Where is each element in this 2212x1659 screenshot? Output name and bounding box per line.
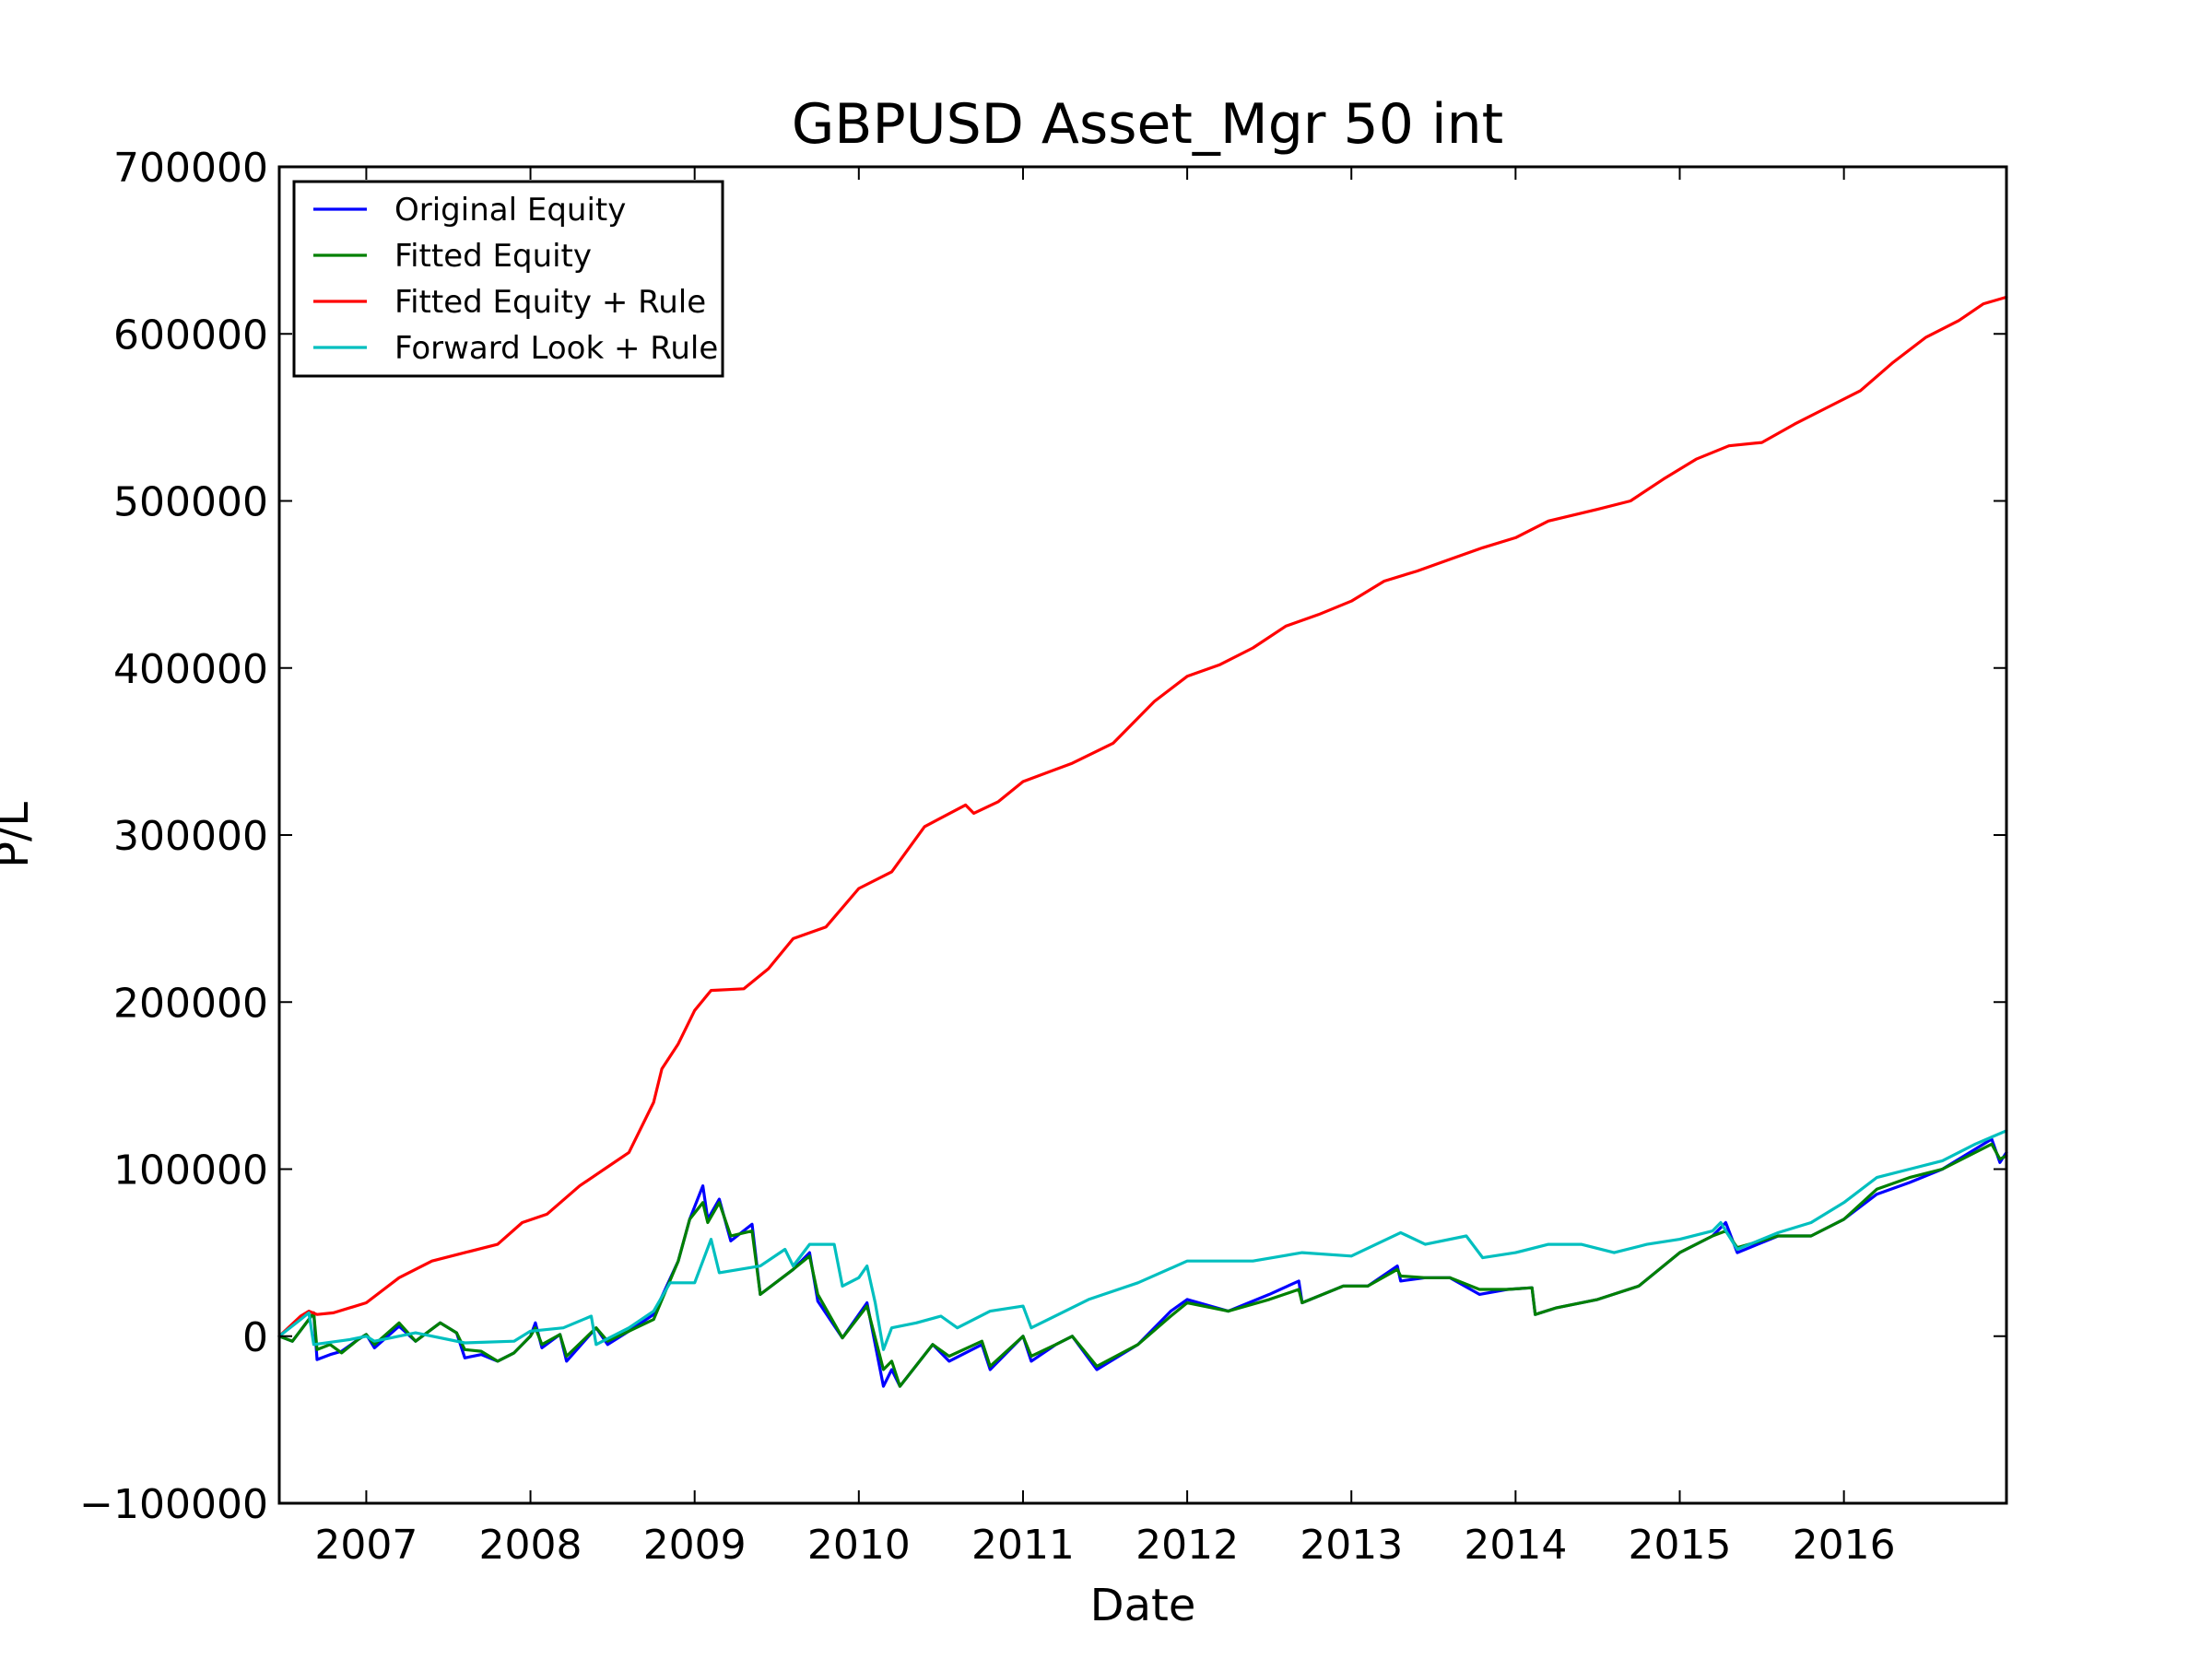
series-layer bbox=[277, 295, 2008, 1388]
series-line-2 bbox=[277, 295, 2008, 1338]
plot-area bbox=[277, 165, 2008, 1505]
y-tick-label: 100000 bbox=[113, 1147, 268, 1194]
x-tick-label: 2010 bbox=[807, 1522, 911, 1569]
y-tick-label: 200000 bbox=[113, 980, 268, 1027]
y-tick-label: 0 bbox=[242, 1314, 268, 1361]
legend: Original Equity Fitted Equity Fitted Equit… bbox=[292, 180, 724, 378]
series-line-3 bbox=[277, 1129, 2008, 1351]
x-tick-label: 2013 bbox=[1300, 1522, 1403, 1569]
y-tick-label: 300000 bbox=[113, 813, 268, 860]
y-axis-label: P/L bbox=[0, 802, 39, 868]
y-tick-label: 500000 bbox=[113, 479, 268, 526]
legend-label: Fitted Equity bbox=[394, 238, 592, 275]
x-axis-label: Date bbox=[1090, 1580, 1196, 1631]
x-axis-ticks: 2007 2008 2009 2010 2011 2012 2013 2014 2015 2016 bbox=[314, 167, 1896, 1569]
x-tick-label: 2007 bbox=[314, 1522, 418, 1569]
x-tick-label: 2012 bbox=[1135, 1522, 1239, 1569]
x-tick-label: 2014 bbox=[1464, 1522, 1567, 1569]
y-tick-label: 600000 bbox=[113, 312, 268, 359]
series-line-1 bbox=[277, 1142, 2008, 1388]
legend-label: Forward Look + Rule bbox=[394, 330, 718, 367]
legend-label: Original Equity bbox=[394, 192, 626, 229]
x-tick-label: 2008 bbox=[479, 1522, 582, 1569]
y-tick-label: 700000 bbox=[113, 145, 268, 192]
y-tick-label: 400000 bbox=[113, 646, 268, 693]
y-axis-ticks: −100000 0 100000 200000 300000 400000 500000 60… bbox=[79, 145, 2006, 1528]
x-tick-label: 2011 bbox=[971, 1522, 1075, 1569]
x-tick-label: 2015 bbox=[1629, 1522, 1732, 1569]
legend-frame bbox=[292, 180, 724, 378]
legend-label: Fitted Equity + Rule bbox=[394, 284, 706, 321]
x-tick-label: 2016 bbox=[1793, 1522, 1896, 1569]
x-tick-label: 2009 bbox=[643, 1522, 747, 1569]
y-tick-label: −100000 bbox=[79, 1481, 268, 1528]
chart-title: GBPUSD Asset_Mgr 50 int bbox=[792, 92, 1503, 157]
